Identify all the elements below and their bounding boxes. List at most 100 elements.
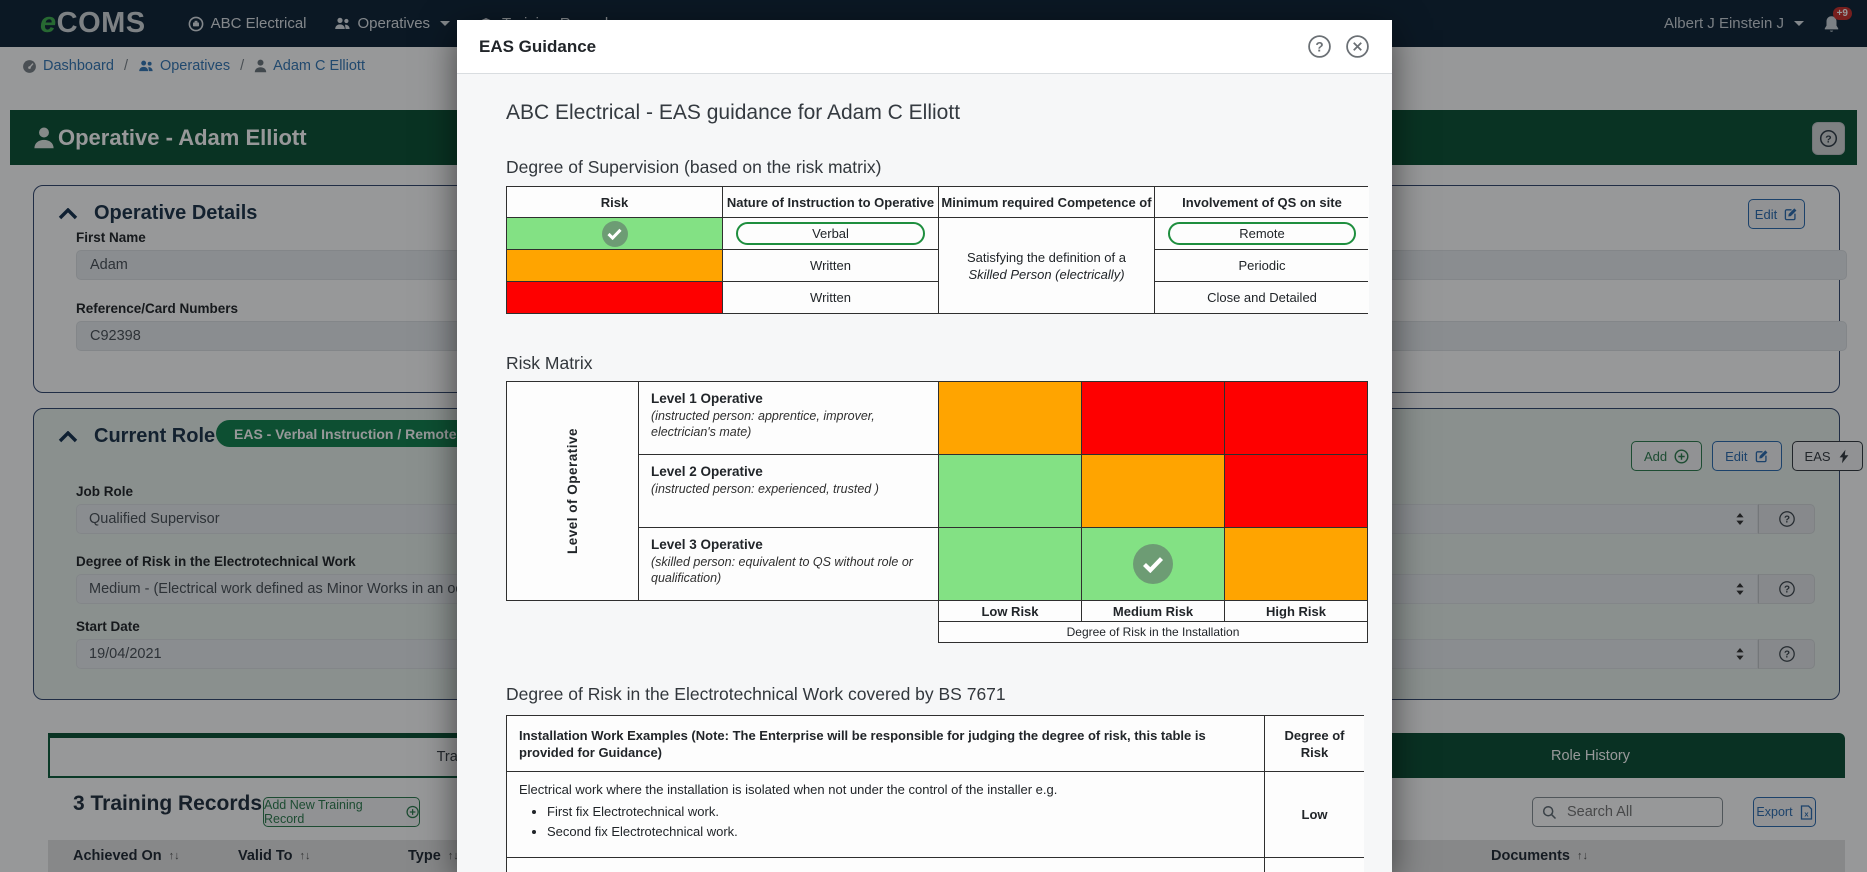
- modal-header: EAS Guidance ?: [457, 20, 1392, 74]
- select-updown-icon: [1735, 582, 1745, 596]
- training-records-count: 3 Training Records: [73, 792, 263, 815]
- ecoms-logo[interactable]: e COMS: [40, 7, 146, 40]
- supervision-section-title: Degree of Supervision (based on the risk…: [506, 157, 882, 177]
- risk-cell: [939, 455, 1081, 527]
- field-label: First Name: [76, 230, 146, 245]
- edit-details-button[interactable]: Edit: [1748, 199, 1805, 229]
- matrix-x-axis-caption: Degree of Risk in the Installation: [938, 622, 1368, 643]
- svg-text:x: x: [1804, 809, 1809, 818]
- bell-icon: [1822, 14, 1841, 34]
- svg-text:?: ?: [1783, 515, 1789, 526]
- bs7671-table: Installation Work Examples (Note: The En…: [506, 715, 1364, 872]
- examples-column-header: Installation Work Examples (Note: The En…: [507, 716, 1264, 771]
- degree-of-risk-help-button[interactable]: ?: [1758, 574, 1815, 604]
- risk-cell: [1225, 382, 1367, 454]
- nav-item-operatives[interactable]: Operatives: [334, 15, 451, 32]
- column-header-achieved-on[interactable]: Achieved On ↑↓: [73, 848, 180, 864]
- enterprise-icon: [188, 16, 204, 32]
- question-circle-icon: ?: [1308, 35, 1331, 58]
- qs-involvement-cell: Remote: [1155, 218, 1369, 249]
- supervision-col-header: Nature of Instruction to Operative: [723, 187, 938, 217]
- edit-icon: [1784, 208, 1797, 221]
- breadcrumb-dashboard[interactable]: Dashboard: [22, 58, 114, 74]
- search-all-box: [1532, 797, 1723, 827]
- supervision-table: Risk Nature of Instruction to Operative …: [506, 186, 1369, 314]
- page-title: Operative - Adam Elliott: [32, 125, 307, 151]
- modal-help-button[interactable]: ?: [1307, 34, 1332, 59]
- svg-text:?: ?: [1783, 585, 1789, 596]
- page-help-button[interactable]: ?: [1812, 122, 1845, 155]
- notification-count-badge: +9: [1832, 6, 1852, 20]
- svg-text:?: ?: [1783, 650, 1789, 661]
- question-circle-icon: ?: [1778, 581, 1795, 597]
- risk-cell: [1082, 455, 1224, 527]
- field-label: Start Date: [76, 619, 140, 634]
- plus-circle-icon: [1674, 449, 1689, 463]
- field-label: Degree of Risk in the Electrotechnical W…: [76, 554, 356, 569]
- panel-title: Current Role: [94, 425, 216, 447]
- start-date-help-button[interactable]: ?: [1758, 639, 1815, 669]
- tab-role-history[interactable]: Role History: [1336, 733, 1845, 778]
- lightning-icon: [1839, 449, 1848, 463]
- work-example-cell: Electrical work where the installation i…: [507, 772, 1264, 857]
- column-header-documents[interactable]: Documents ↑↓: [1491, 848, 1588, 864]
- qs-involvement-cell: Periodic: [1155, 250, 1369, 281]
- plus-circle-icon: [406, 805, 419, 819]
- people-icon: [334, 16, 351, 31]
- eas-button[interactable]: EAS: [1791, 441, 1863, 471]
- chevron-down-icon: [440, 21, 451, 26]
- question-circle-icon: ?: [1778, 511, 1795, 527]
- selected-value-pill: Verbal: [735, 222, 926, 245]
- column-header-valid-to[interactable]: Valid To ↑↓: [238, 848, 311, 864]
- notifications-bell[interactable]: +9: [1822, 6, 1852, 34]
- breadcrumb-operatives[interactable]: Operatives: [138, 58, 230, 74]
- chevron-down-icon: [1794, 21, 1804, 26]
- collapse-chevron-icon[interactable]: [58, 207, 78, 220]
- question-circle-icon: ?: [1819, 129, 1838, 148]
- competence-cell: Satisfying the definition of a Skilled P…: [939, 218, 1154, 313]
- work-example-cell: [507, 858, 1264, 872]
- supervision-col-header: Minimum required Competence of: [939, 187, 1154, 217]
- modal-title: EAS Guidance: [479, 36, 597, 56]
- nav-item-enterprise[interactable]: ABC Electrical: [188, 15, 307, 32]
- matrix-x-axis-labels: Low Risk Medium Risk High Risk: [938, 601, 1368, 622]
- instruction-cell: Verbal: [723, 218, 938, 249]
- risk-cell: [1082, 382, 1224, 454]
- degree-column-header: Degree of Risk: [1265, 716, 1364, 771]
- job-role-help-button[interactable]: ?: [1758, 504, 1815, 534]
- dashboard-gauge-icon: [22, 59, 37, 74]
- sort-icon: ↑↓: [168, 850, 180, 862]
- collapse-chevron-icon[interactable]: [58, 430, 78, 443]
- logo-coms: COMS: [56, 7, 146, 39]
- svg-text:?: ?: [1825, 134, 1831, 145]
- matrix-y-axis-label: Level of Operative: [507, 382, 638, 600]
- risk-cell: [1225, 455, 1367, 527]
- person-icon: [254, 59, 267, 73]
- breadcrumb-current-operative[interactable]: Adam C Elliott: [254, 58, 365, 74]
- panel-title: Operative Details: [94, 202, 258, 224]
- field-label: Reference/Card Numbers: [76, 301, 239, 316]
- bs7671-section-title: Degree of Risk in the Electrotechnical W…: [506, 684, 1006, 704]
- modal-close-button[interactable]: [1345, 34, 1370, 59]
- risk-cell: [939, 528, 1081, 600]
- sort-icon: ↑↓: [299, 850, 311, 862]
- operative-level-cell: Level 1 Operative (instructed person: ap…: [639, 382, 938, 454]
- add-new-training-record-button[interactable]: Add New Training Record: [263, 797, 420, 827]
- selected-check-icon: [1133, 544, 1173, 584]
- user-menu[interactable]: Albert J Einstein J: [1664, 15, 1804, 32]
- risk-cell: [507, 282, 722, 313]
- modal-heading: ABC Electrical - EAS guidance for Adam C…: [506, 101, 961, 124]
- selected-check-icon: [601, 220, 628, 247]
- logo-e: e: [40, 7, 57, 39]
- column-header-type[interactable]: Type ↑↓: [408, 848, 459, 864]
- supervision-col-header: Risk: [507, 187, 722, 217]
- edit-role-button[interactable]: Edit: [1712, 441, 1782, 471]
- export-button[interactable]: Export x: [1753, 797, 1816, 827]
- svg-text:?: ?: [1315, 39, 1323, 54]
- sort-icon: ↑↓: [447, 850, 459, 862]
- field-label: Job Role: [76, 484, 134, 499]
- add-role-button[interactable]: Add: [1631, 441, 1703, 471]
- selected-value-pill: Remote: [1167, 222, 1357, 245]
- search-input[interactable]: [1565, 803, 1699, 821]
- instruction-cell: Written: [723, 250, 938, 281]
